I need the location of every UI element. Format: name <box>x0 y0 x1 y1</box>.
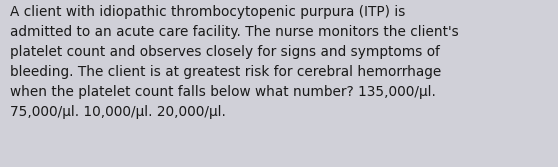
Text: A client with idiopathic thrombocytopenic purpura (ITP) is
admitted to an acute : A client with idiopathic thrombocytopeni… <box>10 5 459 119</box>
